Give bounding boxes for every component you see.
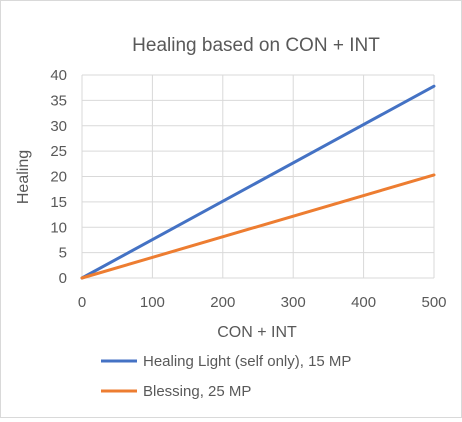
x-tick-label: 0 — [78, 294, 86, 311]
x-axis-ticks: 0 100 200 300 400 500 — [78, 294, 447, 311]
y-tick-label: 20 — [50, 169, 67, 186]
y-tick-label: 10 — [50, 219, 67, 236]
y-tick-label: 40 — [50, 67, 67, 84]
series-line-1 — [80, 84, 436, 280]
x-tick-label: 100 — [140, 294, 165, 311]
y-tick-label: 25 — [50, 143, 67, 160]
y-axis-title: Healing — [15, 150, 32, 204]
y-axis-ticks: 0 5 10 15 20 25 30 35 40 — [50, 67, 67, 287]
legend: Healing Light (self only), 15 MP Blessing… — [101, 353, 351, 400]
y-tick-label: 30 — [50, 118, 67, 135]
y-tick-label: 35 — [50, 92, 67, 109]
legend-label-1: Healing Light (self only), 15 MP — [143, 353, 351, 370]
x-tick-label: 200 — [210, 294, 235, 311]
y-tick-label: 15 — [50, 194, 67, 211]
x-axis-title: CON + INT — [217, 324, 297, 341]
chart-title: Healing based on CON + INT — [132, 35, 380, 56]
series-line-2 — [80, 173, 436, 280]
x-tick-label: 300 — [281, 294, 306, 311]
x-tick-label: 400 — [351, 294, 376, 311]
x-tick-label: 500 — [421, 294, 446, 311]
legend-label-2: Blessing, 25 MP — [143, 383, 251, 400]
y-tick-label: 0 — [59, 270, 67, 287]
y-tick-label: 5 — [59, 245, 67, 262]
series-lines — [80, 84, 436, 280]
